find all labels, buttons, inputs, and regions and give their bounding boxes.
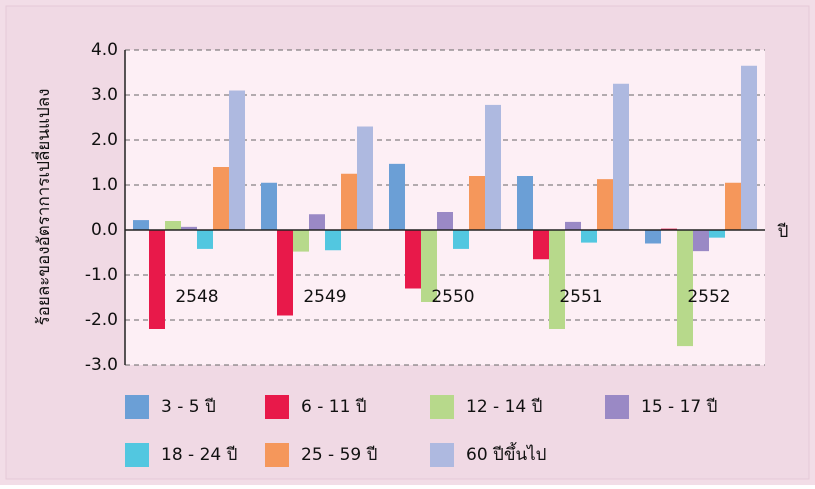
y-tick-label: 4.0 [91, 40, 118, 60]
bar [613, 83, 629, 230]
bar [517, 176, 533, 230]
x-tick-label: 2551 [559, 287, 602, 307]
y-tick-label: 2.0 [91, 130, 118, 150]
bar [533, 230, 549, 260]
bar [133, 220, 149, 230]
y-axis-label: ร้อยละของอัตราการเปลี่ยนแปลง [31, 89, 54, 326]
bar [277, 230, 293, 316]
bar [293, 230, 309, 252]
bar [197, 230, 213, 249]
legend-swatch [605, 395, 629, 419]
bar [261, 182, 277, 230]
bar [469, 176, 485, 230]
bar [165, 221, 181, 230]
legend-swatch [430, 443, 454, 467]
bar [213, 167, 229, 230]
legend-label: 18 - 24 ปี [161, 445, 237, 465]
x-tick-label: 2548 [175, 287, 218, 307]
legend-label: 3 - 5 ปี [161, 397, 216, 417]
bar [405, 230, 421, 289]
bar [421, 230, 437, 302]
bar [709, 230, 725, 238]
bar [149, 230, 165, 329]
bar [725, 182, 741, 230]
y-tick-label: 3.0 [91, 85, 118, 105]
bar [229, 90, 245, 230]
bar [181, 226, 197, 230]
bar [581, 230, 597, 243]
x-axis-label: ปี [777, 222, 789, 242]
bar [325, 230, 341, 251]
legend-swatch [125, 443, 149, 467]
bar [309, 214, 325, 230]
legend-swatch [125, 395, 149, 419]
y-tick-label: -2.0 [85, 310, 118, 330]
legend-swatch [265, 395, 289, 419]
bar [693, 230, 709, 252]
legend-label: 6 - 11 ปี [301, 397, 367, 417]
bar [597, 179, 613, 230]
x-tick-label: 2549 [303, 287, 346, 307]
bar [677, 230, 693, 347]
legend-label: 15 - 17 ปี [641, 397, 717, 417]
bar [453, 230, 469, 249]
legend-swatch [430, 395, 454, 419]
bar [645, 230, 661, 244]
x-tick-label: 2550 [431, 287, 474, 307]
bar [485, 104, 501, 230]
y-tick-label: 0.0 [91, 220, 118, 240]
legend-swatch [265, 443, 289, 467]
bar [357, 126, 373, 230]
legend-label: 60 ปีขึ้นไป [466, 442, 546, 465]
y-tick-label: -3.0 [85, 355, 118, 375]
x-tick-label: 2552 [687, 287, 730, 307]
bar [341, 173, 357, 230]
bar [741, 65, 757, 230]
bar [437, 212, 453, 230]
bar [549, 230, 565, 329]
y-tick-label: 1.0 [91, 175, 118, 195]
bar [565, 221, 581, 230]
y-tick-label: -1.0 [85, 265, 118, 285]
legend-label: 25 - 59 ปี [301, 445, 377, 465]
legend-label: 12 - 14 ปี [466, 397, 542, 417]
bar [389, 163, 405, 230]
